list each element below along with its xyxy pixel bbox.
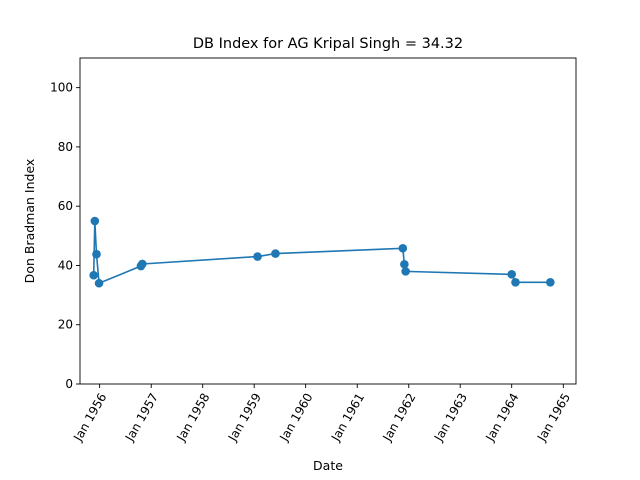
x-tick-label: Jan 1962 (380, 391, 419, 445)
y-tick-label: 20 (58, 318, 73, 332)
y-tick-label: 100 (50, 81, 73, 95)
x-tick-label: Jan 1959 (225, 391, 264, 445)
x-tick-label: Jan 1965 (534, 391, 573, 445)
data-point (398, 243, 408, 253)
plot-frame (79, 57, 577, 385)
x-tick-label: Jan 1960 (276, 391, 315, 445)
data-point (401, 267, 410, 276)
data-point (400, 259, 409, 269)
x-axis-label: Date (313, 458, 343, 473)
y-tick-label: 80 (58, 140, 73, 154)
data-point (90, 216, 100, 226)
x-tick-label: Jan 1961 (328, 391, 367, 445)
y-tick-label: 60 (58, 199, 73, 213)
y-axis-label: Don Bradman Index (22, 159, 37, 284)
data-point (511, 278, 520, 287)
y-tick-label: 0 (65, 377, 73, 391)
data-point (253, 252, 262, 261)
chart-title: DB Index for AG Kripal Singh = 34.32 (193, 36, 463, 52)
x-tick-label: Jan 1957 (122, 391, 161, 445)
data-point (546, 278, 555, 287)
y-tick-label: 40 (58, 258, 73, 272)
data-point (92, 249, 101, 259)
data-point (271, 249, 280, 258)
data-point (138, 259, 147, 269)
plot-area: 0 20 40 60 80 100 Jan 1956 Jan 1957 Jan 1958 Jan … (50, 57, 577, 445)
data-point (94, 278, 104, 288)
x-tick-label: Jan 1958 (174, 391, 213, 445)
x-tick-label: Jan 1956 (70, 391, 109, 445)
data-point (507, 270, 516, 279)
data-point (89, 270, 98, 280)
x-tick-label: Jan 1964 (483, 391, 522, 445)
x-tick-label: Jan 1963 (431, 391, 470, 445)
series-line (92, 220, 551, 285)
